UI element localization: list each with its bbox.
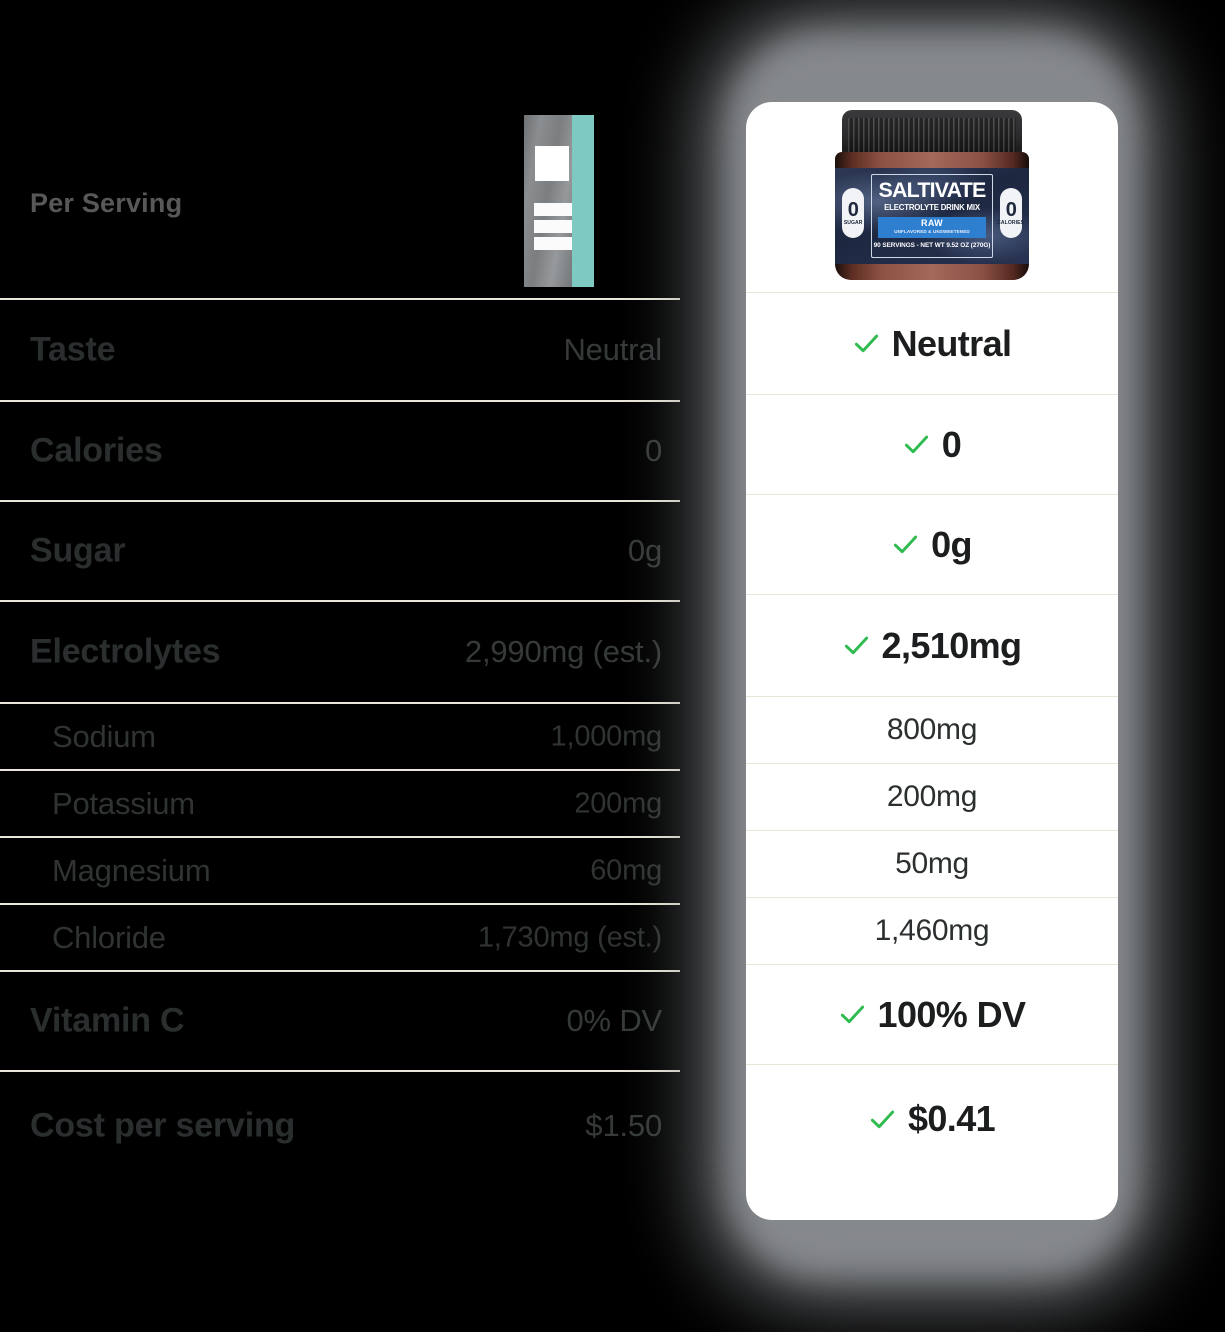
featured-row: 200mg — [746, 764, 1118, 831]
featured-product-panel: 0 SUGAR 0 CALORIES SALTIVATE ELECTROLYTE… — [640, 0, 1225, 1332]
featured-value: 200mg — [886, 780, 978, 813]
table-row: Electrolytes 2,990mg (est.) — [0, 602, 680, 704]
featured-value: 0 — [941, 423, 962, 465]
zero-sugar-value: 0 — [847, 198, 859, 221]
featured-product-image-cell: 0 SUGAR 0 CALORIES SALTIVATE ELECTROLYTE… — [746, 102, 1118, 293]
checkmark-icon — [894, 535, 918, 554]
jar-label-panel: SALTIVATE ELECTROLYTE DRINK MIX RAW UNFL… — [871, 174, 993, 258]
featured-value: 800mg — [886, 713, 978, 746]
stick-pack-label-line — [534, 220, 572, 233]
competitor-value: 200mg — [574, 787, 662, 819]
row-label: Vitamin C — [30, 1001, 185, 1040]
zero-calories-value: 0 — [1005, 198, 1017, 221]
per-serving-header-label: Per Serving — [30, 188, 183, 218]
competitor-value: 1,730mg (est.) — [477, 921, 662, 953]
jar-lid — [842, 110, 1022, 156]
table-row: Potassium 200mg — [0, 771, 680, 838]
featured-row-list: Neutral 0 0g 2,510mg 800mg 200mg 50mg 1,460mg 10… — [746, 293, 1118, 1173]
featured-value: Neutral — [891, 322, 1012, 364]
featured-row: 50mg — [746, 831, 1118, 898]
zero-sugar-word: SUGAR — [843, 219, 863, 226]
servings-line: 90 SERVINGS - NET WT 9.52 OZ (270G) — [873, 241, 991, 249]
competitor-value: 0g — [627, 533, 662, 568]
flavor-description: UNFLAVORED & UNSWEETENED — [894, 229, 970, 234]
zero-sugar-badge: 0 SUGAR — [842, 188, 864, 238]
checkmark-icon — [870, 1110, 895, 1128]
competitor-value: 2,990mg (est.) — [464, 634, 662, 669]
zero-calories-word: CALORIES — [997, 219, 1025, 226]
competitor-value: 1,000mg — [550, 720, 663, 752]
checkmark-icon — [840, 1005, 864, 1024]
featured-value: 2,510mg — [881, 624, 1022, 666]
stick-pack-label-line — [534, 203, 572, 216]
brand-name: SALTIVATE — [878, 179, 987, 202]
jar-label: 0 SUGAR 0 CALORIES SALTIVATE ELECTROLYTE… — [835, 168, 1029, 264]
table-row: Vitamin C 0% DV — [0, 972, 680, 1072]
competitor-value: 60mg — [590, 854, 662, 886]
competitor-value: $1.50 — [585, 1108, 662, 1143]
table-row: Calories 0 — [0, 402, 680, 502]
checkmark-icon — [844, 636, 868, 655]
featured-value: 50mg — [895, 847, 969, 880]
table-row: Taste Neutral — [0, 300, 680, 402]
table-row: Magnesium 60mg — [0, 838, 680, 905]
stick-pack-label-block — [535, 146, 569, 181]
featured-product-card[interactable]: 0 SUGAR 0 CALORIES SALTIVATE ELECTROLYTE… — [746, 102, 1118, 1220]
checkmark-icon — [854, 334, 878, 353]
flavor-name: RAW — [921, 218, 943, 228]
row-label: Chloride — [52, 919, 166, 955]
competitor-value: 0 — [644, 433, 662, 468]
stick-pack-body — [524, 115, 572, 287]
table-row: Sugar 0g — [0, 502, 680, 602]
table-row: Chloride 1,730mg (est.) — [0, 905, 680, 972]
flavor-bar: RAW UNFLAVORED & UNSWEETENED — [878, 217, 986, 238]
stick-pack-icon — [524, 115, 594, 287]
row-label: Cost per serving — [30, 1106, 296, 1145]
row-label: Electrolytes — [30, 632, 221, 671]
row-label: Taste — [30, 330, 116, 369]
jar-icon: 0 SUGAR 0 CALORIES SALTIVATE ELECTROLYTE… — [829, 110, 1035, 282]
featured-row: $0.41 — [746, 1065, 1118, 1173]
table-row: Sodium 1,000mg — [0, 704, 680, 771]
featured-value: 0g — [931, 523, 972, 565]
table-header-row: Per Serving — [0, 0, 680, 300]
featured-row: 800mg — [746, 697, 1118, 764]
featured-row: 100% DV — [746, 965, 1118, 1065]
featured-row: 2,510mg — [746, 595, 1118, 697]
row-label: Magnesium — [52, 852, 211, 888]
zero-calories-badge: 0 CALORIES — [997, 188, 1025, 238]
jar-body: 0 SUGAR 0 CALORIES SALTIVATE ELECTROLYTE… — [835, 152, 1029, 280]
featured-value: 1,460mg — [874, 914, 990, 947]
table-row: Cost per serving $1.50 — [0, 1072, 680, 1180]
featured-value: $0.41 — [907, 1098, 996, 1139]
featured-row: 1,460mg — [746, 898, 1118, 965]
featured-row: 0 — [746, 395, 1118, 495]
stick-pack-teal-stripe — [572, 115, 594, 287]
stick-pack-label-line — [534, 237, 572, 250]
product-subtitle: ELECTROLYTE DRINK MIX — [884, 203, 980, 212]
featured-value: 100% DV — [877, 993, 1026, 1035]
competitor-value: 0% DV — [566, 1003, 663, 1038]
featured-row: Neutral — [746, 293, 1118, 395]
comparison-table: Per Serving Taste Neutral Calories 0 Sugar 0g… — [0, 0, 680, 1180]
row-label: Sugar — [30, 531, 126, 570]
row-label: Potassium — [52, 785, 195, 821]
featured-row: 0g — [746, 495, 1118, 595]
checkmark-icon — [904, 435, 928, 454]
competitor-value: Neutral — [563, 332, 662, 367]
row-label: Calories — [30, 431, 163, 470]
row-label: Sodium — [52, 718, 156, 754]
